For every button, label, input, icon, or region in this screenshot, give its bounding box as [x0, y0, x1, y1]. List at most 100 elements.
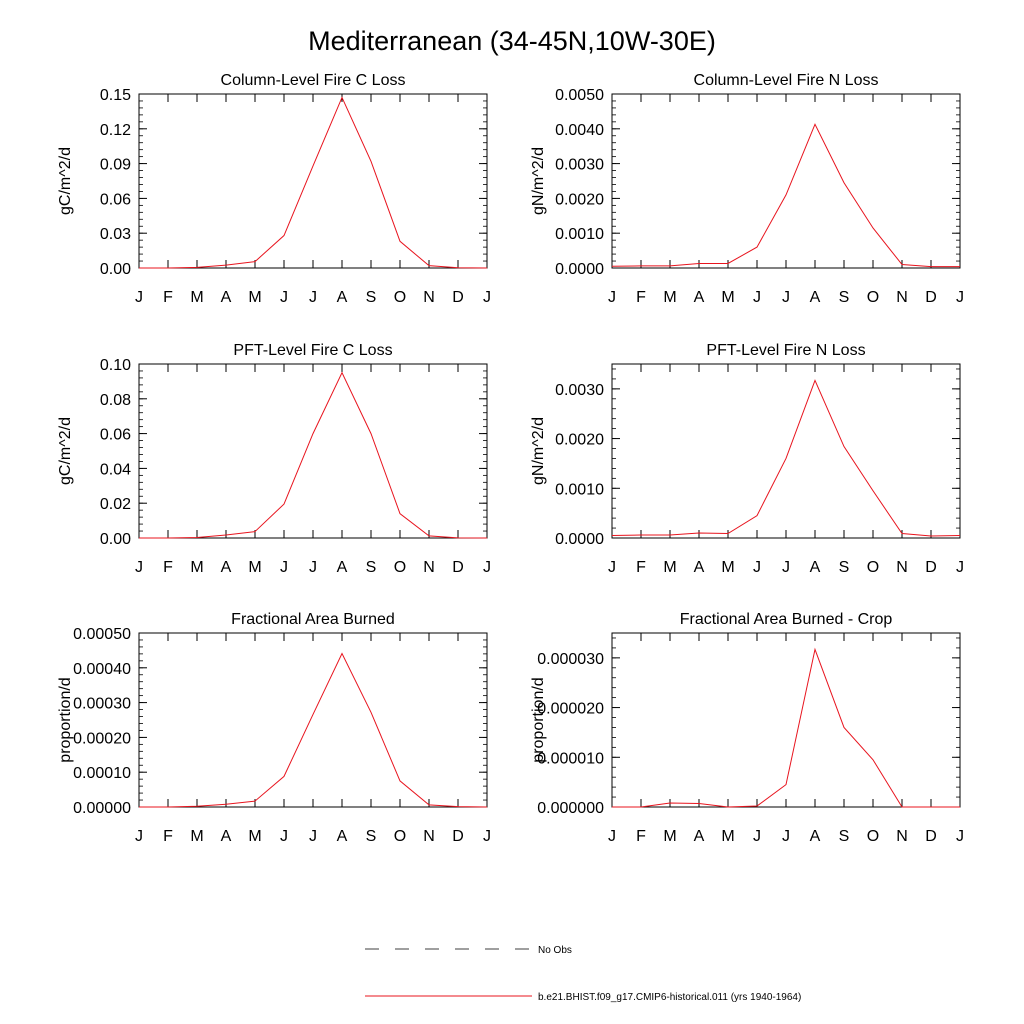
y-tick-label: 0.00 [100, 531, 131, 548]
y-tick-label: 0.0010 [555, 226, 604, 243]
y-tick-label: 0.10 [100, 357, 131, 374]
panel-title: Column-Level Fire N Loss [694, 72, 879, 89]
x-tick-label: O [867, 289, 879, 306]
plot-frame [138, 93, 488, 269]
x-tick-label: J [956, 289, 964, 306]
x-tick-label: N [423, 289, 435, 306]
x-tick-label: J [753, 559, 761, 576]
x-tick-label: A [810, 828, 821, 845]
y-tick-label: 0.00020 [73, 730, 131, 747]
x-tick-label: J [753, 289, 761, 306]
x-tick-label: J [608, 828, 616, 845]
x-tick-label: A [337, 828, 348, 845]
y-tick-label: 0.12 [100, 122, 131, 139]
x-tick-label: A [337, 289, 348, 306]
y-tick-label: 0.00010 [73, 765, 131, 782]
y-axis-label: gN/m^2/d [530, 147, 547, 215]
x-tick-label: N [896, 559, 908, 576]
x-tick-label: M [721, 559, 734, 576]
series-line [611, 123, 960, 268]
x-tick-label: J [483, 559, 491, 576]
x-tick-label: A [810, 289, 821, 306]
x-tick-label: J [608, 559, 616, 576]
panel-fractional-area-burned-crop: Fractional Area Burned - Crop proportion/… [530, 611, 964, 845]
x-tick-label: M [190, 289, 203, 306]
y-tick-label: 0.0040 [555, 122, 604, 139]
y-tick-label: 0.0000 [555, 261, 604, 278]
y-tick-label: 0.02 [100, 496, 131, 513]
x-tick-label: O [867, 828, 879, 845]
x-tick-label: J [135, 289, 143, 306]
figure-title: Mediterranean (34-45N,10W-30E) [308, 26, 716, 56]
y-tick-label: 0.04 [100, 461, 131, 478]
y-tick-label: 0.0020 [555, 432, 604, 449]
y-axis-label: gC/m^2/d [57, 147, 74, 215]
x-tick-label: J [483, 828, 491, 845]
x-tick-label: F [636, 559, 646, 576]
y-tick-label: 0.00040 [73, 661, 131, 678]
series-line [139, 652, 488, 808]
series-line [139, 96, 488, 269]
legend: No Obs b.e21.BHIST.f09_g17.CMIP6-histori… [365, 945, 801, 1003]
y-tick-label: 0.00 [100, 261, 131, 278]
x-tick-label: M [190, 828, 203, 845]
panel-title: PFT-Level Fire C Loss [233, 342, 392, 359]
y-axis-label: gC/m^2/d [57, 417, 74, 485]
x-tick-label: S [839, 559, 850, 576]
y-tick-label: 0.000030 [537, 651, 604, 668]
panel-title: Column-Level Fire C Loss [221, 72, 406, 89]
x-tick-label: D [452, 559, 464, 576]
x-tick-label: O [867, 559, 879, 576]
x-tick-label: A [337, 559, 348, 576]
x-tick-label: O [394, 559, 406, 576]
x-tick-label: J [280, 289, 288, 306]
legend-obs-label: No Obs [538, 945, 572, 956]
x-tick-label: M [248, 289, 261, 306]
y-tick-label: 0.00000 [73, 800, 131, 817]
y-tick-label: 0.00050 [73, 626, 131, 643]
y-tick-label: 0.15 [100, 87, 131, 104]
plot-frame [611, 93, 961, 269]
x-tick-label: J [483, 289, 491, 306]
legend-model-label: b.e21.BHIST.f09_g17.CMIP6-historical.011… [538, 992, 801, 1003]
x-tick-label: A [694, 828, 705, 845]
panel-title: Fractional Area Burned - Crop [680, 611, 893, 628]
x-tick-label: M [721, 828, 734, 845]
panel-title: Fractional Area Burned [231, 611, 395, 628]
x-tick-label: O [394, 289, 406, 306]
x-tick-label: M [721, 289, 734, 306]
panel-title: PFT-Level Fire N Loss [706, 342, 865, 359]
x-tick-label: F [636, 289, 646, 306]
x-tick-label: J [309, 289, 317, 306]
x-tick-label: J [135, 828, 143, 845]
x-tick-label: D [452, 828, 464, 845]
x-tick-label: A [694, 289, 705, 306]
x-tick-label: A [221, 828, 232, 845]
x-tick-label: J [753, 828, 761, 845]
plot-frame [138, 632, 488, 808]
y-tick-label: 0.03 [100, 226, 131, 243]
x-tick-label: S [366, 289, 377, 306]
plot-frame [611, 632, 961, 808]
y-tick-label: 0.09 [100, 157, 131, 174]
x-tick-label: N [896, 828, 908, 845]
y-tick-label: 0.000000 [537, 800, 604, 817]
x-tick-label: M [248, 828, 261, 845]
y-tick-label: 0.0020 [555, 191, 604, 208]
x-tick-label: F [636, 828, 646, 845]
x-tick-label: D [925, 559, 937, 576]
x-tick-label: M [248, 559, 261, 576]
y-tick-label: 0.00030 [73, 696, 131, 713]
y-tick-label: 0.06 [100, 427, 131, 444]
x-tick-label: J [956, 828, 964, 845]
x-tick-label: D [925, 828, 937, 845]
y-tick-label: 0.000010 [537, 750, 604, 767]
x-tick-label: J [309, 559, 317, 576]
x-tick-label: N [423, 828, 435, 845]
x-tick-label: A [221, 289, 232, 306]
y-axis-label: proportion/d [530, 677, 547, 762]
x-tick-label: M [663, 559, 676, 576]
